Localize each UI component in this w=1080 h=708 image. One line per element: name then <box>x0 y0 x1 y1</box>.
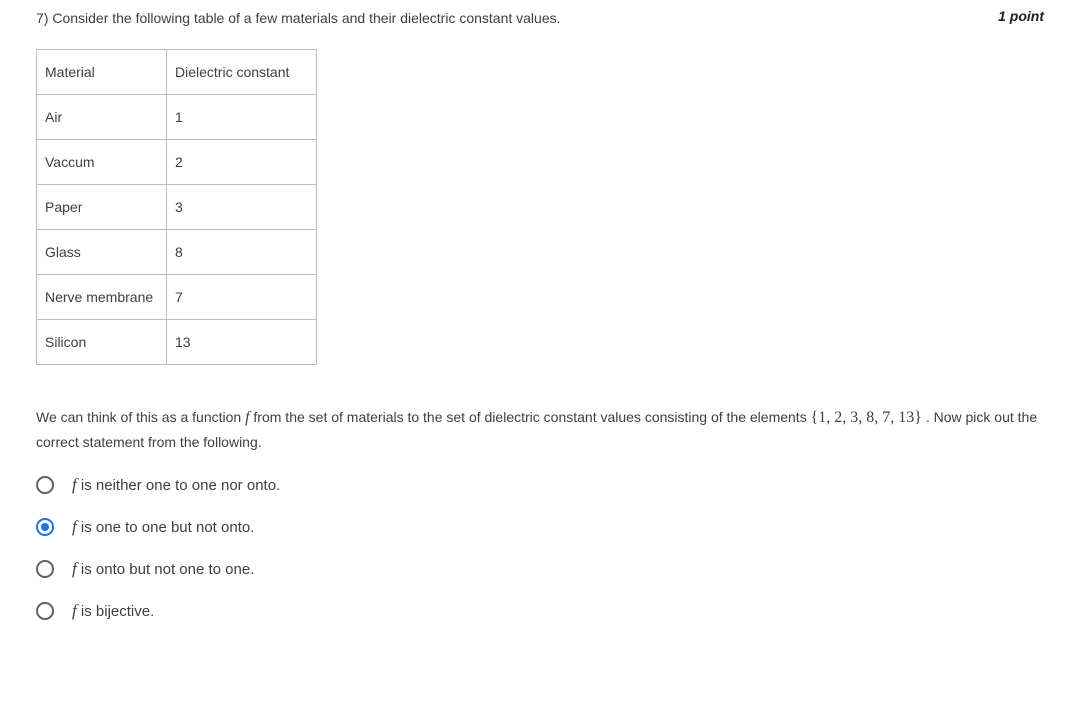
table-cell: 8 <box>167 230 317 275</box>
table-cell: Paper <box>37 185 167 230</box>
option-text: is neither one to one nor onto. <box>77 477 280 494</box>
question-card: 7) Consider the following table of a few… <box>0 0 1080 708</box>
table-cell: 3 <box>167 185 317 230</box>
radio-icon <box>36 476 54 494</box>
table-row: Glass 8 <box>37 230 317 275</box>
table-row: Silicon 13 <box>37 320 317 365</box>
question-description: We can think of this as a function f fro… <box>36 405 1044 453</box>
option-2[interactable]: f is one to one but not onto. <box>36 517 1044 537</box>
question-points: 1 point <box>998 8 1044 24</box>
table-cell: Nerve membrane <box>37 275 167 320</box>
desc-set: {1, 2, 3, 8, 7, 13} <box>811 409 922 426</box>
table-cell: Vaccum <box>37 140 167 185</box>
question-header: 7) Consider the following table of a few… <box>36 8 1044 29</box>
option-1[interactable]: f is neither one to one nor onto. <box>36 475 1044 495</box>
table-cell: Silicon <box>37 320 167 365</box>
radio-icon <box>36 518 54 536</box>
table-header-row: Material Dielectric constant <box>37 50 317 95</box>
table-cell: 7 <box>167 275 317 320</box>
table-row: Nerve membrane 7 <box>37 275 317 320</box>
question-body: Consider the following table of a few ma… <box>52 10 560 26</box>
question-number: 7) <box>36 10 52 26</box>
desc-pre: We can think of this as a function <box>36 409 245 425</box>
option-3[interactable]: f is onto but not one to one. <box>36 559 1044 579</box>
table-cell: 1 <box>167 95 317 140</box>
option-label: f is bijective. <box>72 601 154 621</box>
materials-table: Material Dielectric constant Air 1 Vaccu… <box>36 49 317 365</box>
option-label: f is onto but not one to one. <box>72 559 254 579</box>
table-cell: 13 <box>167 320 317 365</box>
table-row: Air 1 <box>37 95 317 140</box>
options-group: f is neither one to one nor onto. f is o… <box>36 475 1044 621</box>
table-row: Vaccum 2 <box>37 140 317 185</box>
option-label: f is neither one to one nor onto. <box>72 475 280 495</box>
table-cell: Air <box>37 95 167 140</box>
question-text: 7) Consider the following table of a few… <box>36 8 561 29</box>
desc-mid: from the set of materials to the set of … <box>250 409 811 425</box>
table-row: Paper 3 <box>37 185 317 230</box>
option-text: is onto but not one to one. <box>77 561 255 578</box>
option-text: is bijective. <box>77 603 155 620</box>
table-header-cell: Material <box>37 50 167 95</box>
option-label: f is one to one but not onto. <box>72 517 254 537</box>
option-text: is one to one but not onto. <box>77 519 255 536</box>
radio-icon <box>36 560 54 578</box>
table-cell: 2 <box>167 140 317 185</box>
option-4[interactable]: f is bijective. <box>36 601 1044 621</box>
table-header-cell: Dielectric constant <box>167 50 317 95</box>
radio-icon <box>36 602 54 620</box>
radio-inner-icon <box>41 523 49 531</box>
table-cell: Glass <box>37 230 167 275</box>
